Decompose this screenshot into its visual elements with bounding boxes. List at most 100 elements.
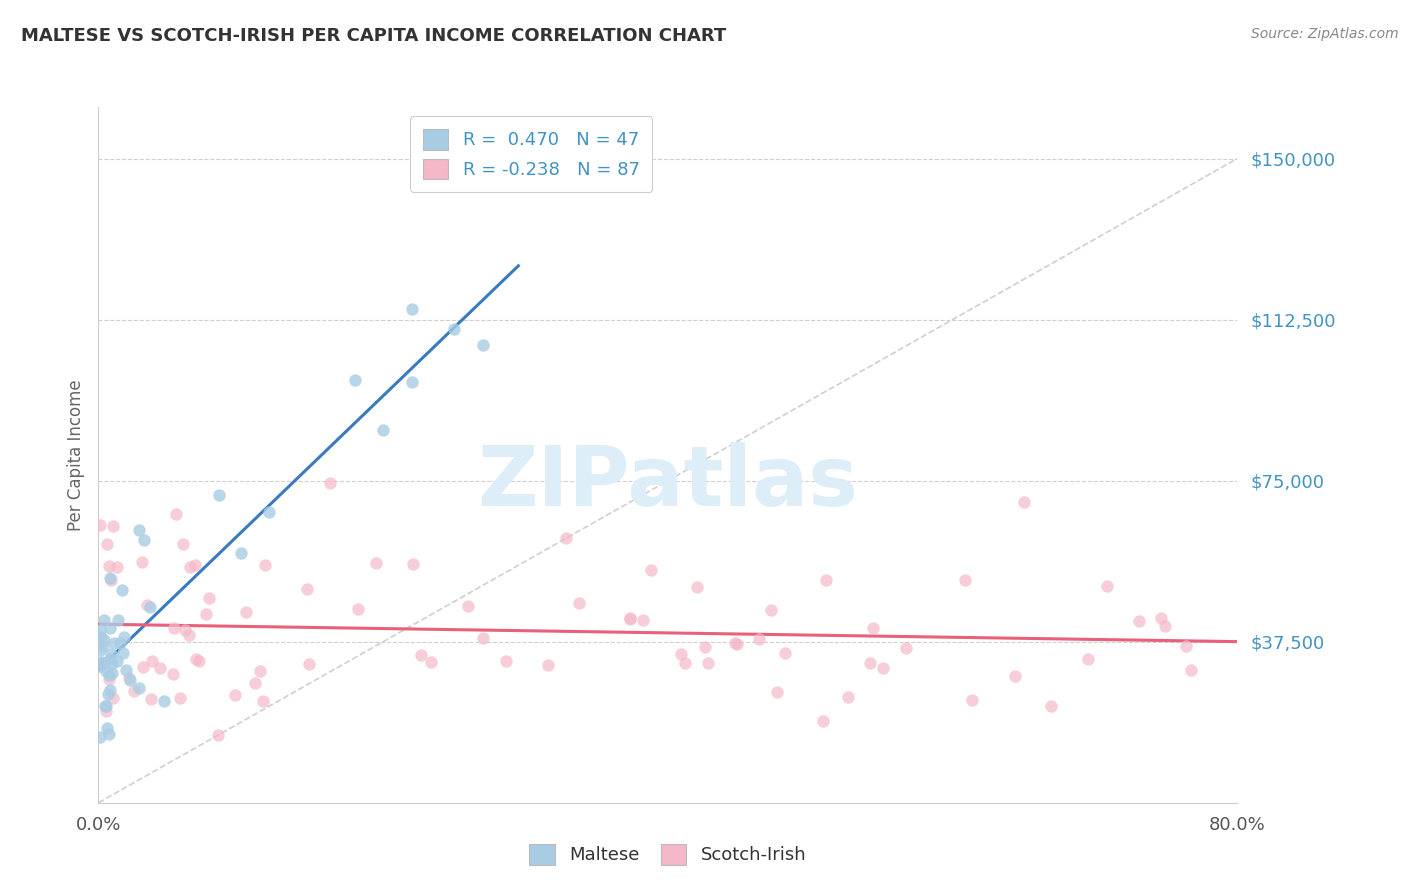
Point — [695, 640, 717, 654]
Point — [537, 657, 560, 672]
Point — [89, 517, 111, 532]
Point — [364, 557, 387, 571]
Point — [814, 574, 837, 588]
Point — [229, 546, 252, 560]
Point — [152, 694, 174, 708]
Point — [112, 646, 135, 660]
Point — [235, 605, 257, 619]
Point — [319, 475, 342, 490]
Point — [101, 518, 124, 533]
Point — [132, 660, 155, 674]
Point — [619, 610, 641, 624]
Point — [118, 673, 141, 687]
Point — [100, 648, 122, 662]
Point — [90, 656, 112, 670]
Point — [837, 690, 859, 704]
Point — [111, 582, 134, 597]
Point — [298, 657, 321, 671]
Point — [98, 621, 121, 635]
Point — [671, 647, 693, 661]
Point — [91, 656, 114, 670]
Point — [401, 301, 423, 316]
Point — [1128, 614, 1150, 628]
Point — [89, 642, 111, 657]
Point — [419, 655, 441, 669]
Point — [1180, 663, 1202, 677]
Point — [90, 631, 112, 645]
Point — [91, 655, 114, 669]
Point — [1095, 579, 1118, 593]
Point — [174, 623, 197, 637]
Point — [89, 731, 111, 745]
Point — [149, 661, 172, 675]
Point — [98, 682, 121, 697]
Point — [295, 582, 318, 597]
Point — [1039, 699, 1062, 714]
Point — [179, 560, 201, 574]
Point — [443, 322, 465, 336]
Point — [619, 612, 641, 626]
Point — [93, 614, 115, 628]
Point — [118, 671, 141, 685]
Text: Source: ZipAtlas.com: Source: ZipAtlas.com — [1251, 27, 1399, 41]
Point — [115, 663, 138, 677]
Point — [96, 664, 118, 678]
Point — [122, 684, 145, 698]
Point — [131, 555, 153, 569]
Point — [343, 373, 366, 387]
Point — [471, 337, 494, 351]
Point — [179, 628, 201, 642]
Point — [1175, 639, 1198, 653]
Point — [98, 571, 121, 585]
Point — [103, 636, 125, 650]
Point — [208, 487, 231, 501]
Legend: Maltese, Scotch-Irish: Maltese, Scotch-Irish — [516, 831, 820, 877]
Point — [163, 621, 186, 635]
Point — [187, 654, 209, 668]
Point — [766, 685, 789, 699]
Point — [184, 558, 207, 573]
Point — [1150, 611, 1173, 625]
Point — [101, 656, 124, 670]
Y-axis label: Per Capita Income: Per Capita Income — [66, 379, 84, 531]
Point — [243, 676, 266, 690]
Point — [953, 573, 976, 587]
Point — [631, 614, 654, 628]
Point — [471, 631, 494, 645]
Point — [128, 681, 150, 695]
Point — [402, 558, 425, 572]
Point — [862, 621, 884, 635]
Point — [105, 654, 128, 668]
Point — [457, 599, 479, 614]
Point — [97, 668, 120, 682]
Point — [249, 664, 271, 678]
Point — [252, 693, 274, 707]
Point — [134, 533, 156, 548]
Point — [103, 690, 125, 705]
Point — [97, 687, 120, 701]
Point — [136, 598, 159, 612]
Point — [96, 704, 118, 718]
Point — [254, 558, 277, 573]
Point — [98, 727, 121, 741]
Point — [224, 688, 246, 702]
Point — [98, 672, 121, 686]
Point — [96, 698, 118, 713]
Point — [198, 591, 221, 606]
Point — [194, 607, 217, 622]
Point — [1004, 668, 1026, 682]
Point — [98, 652, 121, 666]
Point — [759, 603, 782, 617]
Point — [98, 559, 121, 574]
Point — [962, 693, 984, 707]
Point — [107, 613, 129, 627]
Point — [105, 560, 128, 574]
Point — [172, 537, 194, 551]
Point — [165, 508, 187, 522]
Point — [568, 596, 591, 610]
Point — [859, 656, 882, 670]
Point — [139, 692, 162, 706]
Point — [110, 636, 132, 650]
Point — [872, 661, 894, 675]
Point — [775, 646, 797, 660]
